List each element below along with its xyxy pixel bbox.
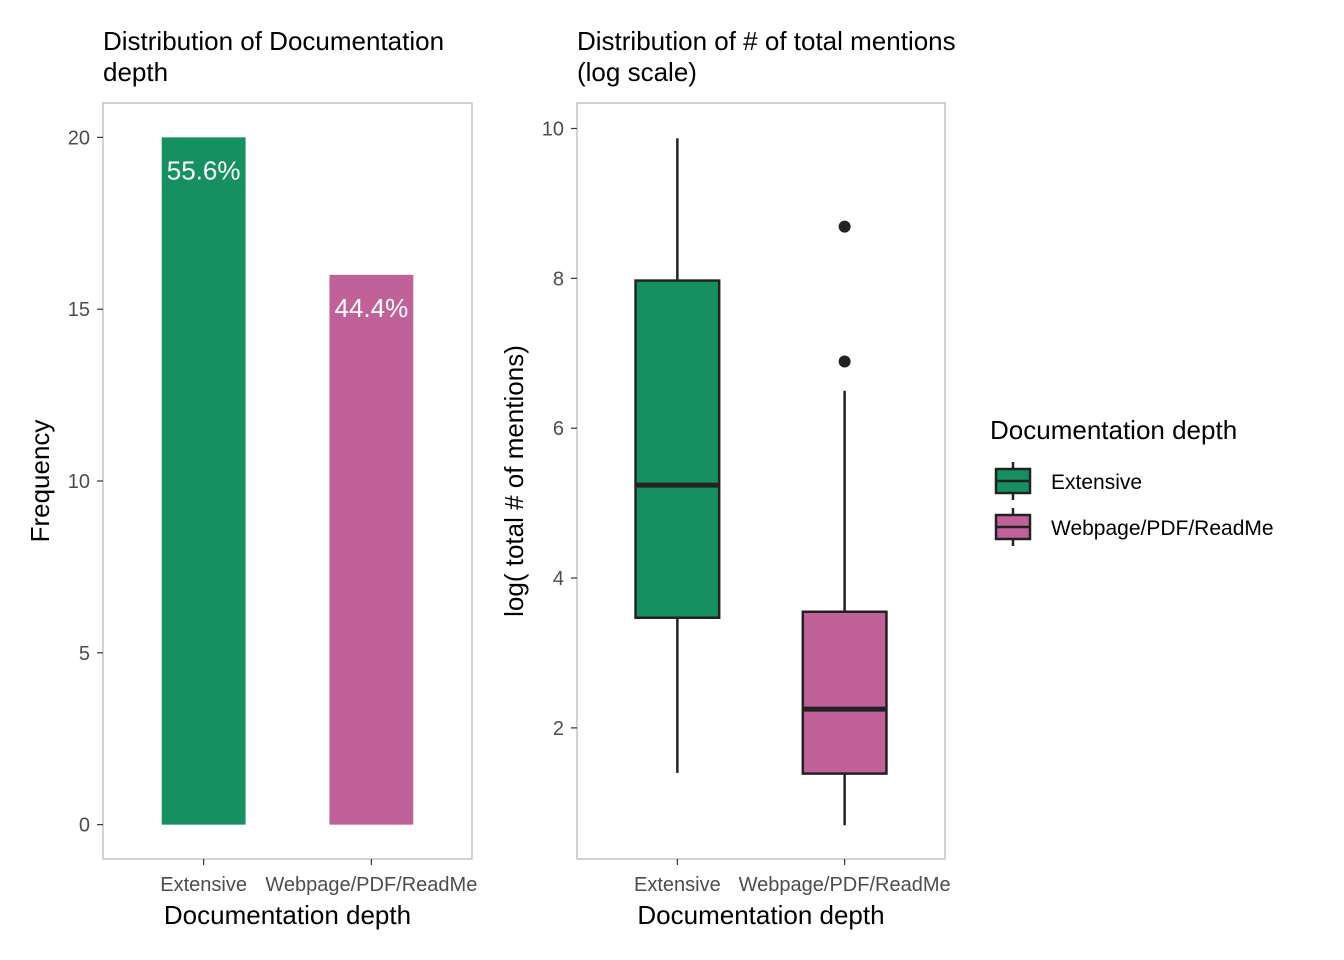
y-tick-label: 5 [79,643,90,665]
x-tick-label: Webpage/PDF/ReadMe [265,874,477,896]
bar-chart-plot-border [102,102,473,860]
x-tick-label: Webpage/PDF/ReadMe [739,874,951,896]
y-tick-label: 8 [553,268,564,290]
bar-chart-marks: 55.6% 44.4% [161,137,414,825]
bar-extensive [161,137,246,825]
box-plot-x-axis-title: Documentation depth [637,900,884,930]
box-extensive [634,279,721,619]
x-tick-label: Extensive [634,874,721,896]
box-plot-y-axis-title: log( total # of mentions) [499,345,529,617]
y-tick-label: 15 [68,299,90,321]
y-tick-label: 2 [553,718,564,740]
bar-chart-panel: Distribution of Documentation depth 55.6… [25,26,477,930]
box-plot-marks [634,138,888,826]
y-tick-label: 10 [542,118,564,140]
legend-title: Documentation depth [990,415,1237,445]
bar-chart-y-axis-title: Frequency [25,420,55,543]
bar-chart-x-axis: Extensive Webpage/PDF/ReadMe [160,859,477,896]
bar-chart-title-line-2: depth [103,57,168,87]
box-plot-y-axis: 2 4 6 8 10 [542,118,577,740]
y-tick-label: 0 [79,815,90,837]
box-plot-plot-border [576,102,946,860]
box-plot-title-line-1: Distribution of # of total mentions [577,26,956,56]
box-plot-panel: Distribution of # of total mentions (log… [499,26,956,930]
bar-data-label: 44.4% [334,293,408,323]
y-tick-label: 4 [553,568,564,590]
y-tick-label: 6 [553,418,564,440]
bar-data-label: 55.6% [167,155,241,185]
box-plot-title-line-2: (log scale) [577,57,697,87]
box-plot-x-axis: Extensive Webpage/PDF/ReadMe [634,859,951,896]
bar-chart-x-axis-title: Documentation depth [164,900,411,930]
legend: Documentation depth Extensive Webpage/PDF… [990,415,1274,546]
outlier-point-webpage-pdf-readme [838,355,851,368]
outlier-point-webpage-pdf-readme [838,220,851,233]
legend-label: Webpage/PDF/ReadMe [1051,517,1274,540]
bar-webpage-pdf-readme [329,274,414,825]
legend-items: Extensive Webpage/PDF/ReadMe [994,462,1274,546]
box-webpage-pdf-readme [801,610,888,775]
bar-chart-y-axis: 0 5 10 15 20 [68,127,103,837]
legend-label: Extensive [1051,471,1142,494]
x-tick-label: Extensive [160,874,247,896]
bar-chart-title-line-1: Distribution of Documentation [103,26,444,56]
y-tick-label: 20 [68,127,90,149]
y-tick-label: 10 [68,471,90,493]
